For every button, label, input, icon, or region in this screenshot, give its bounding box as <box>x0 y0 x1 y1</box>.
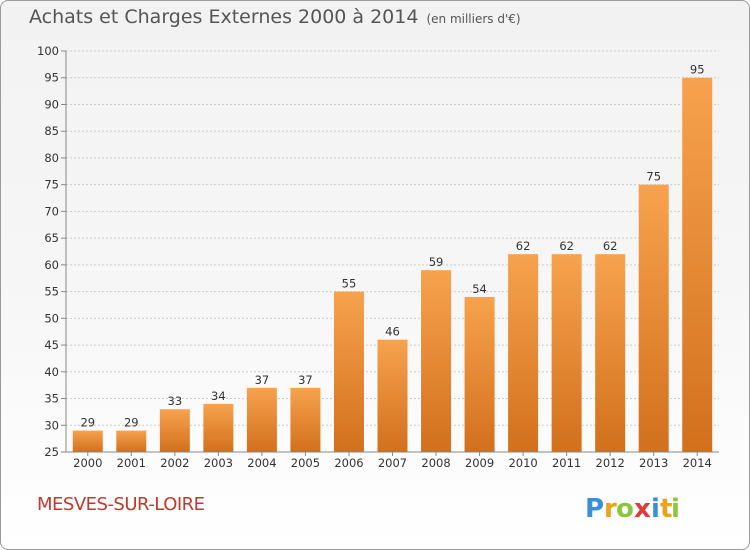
bar-2008 <box>421 270 452 452</box>
bar-2006 <box>333 291 364 452</box>
x-tick-label: 2011 <box>552 456 581 470</box>
proxiti-logo: P r o x i t i <box>585 494 680 524</box>
bar-2007 <box>377 339 408 452</box>
svg-text:o: o <box>616 494 634 524</box>
x-tick-label: 2012 <box>596 456 625 470</box>
data-label-2005: 37 <box>298 373 313 387</box>
svg-text:x: x <box>634 494 651 524</box>
data-label-2006: 55 <box>342 277 357 291</box>
bar-2001 <box>116 430 147 452</box>
svg-text:t: t <box>660 494 672 524</box>
x-tick-label: 2014 <box>683 456 712 470</box>
y-tick-label: 35 <box>44 392 59 406</box>
bar-2004 <box>246 387 277 452</box>
y-tick-label: 45 <box>44 338 59 352</box>
bar-2003 <box>203 403 234 452</box>
x-tick-label: 2010 <box>508 456 537 470</box>
svg-text:P: P <box>585 494 604 524</box>
bar-2011 <box>551 254 582 452</box>
x-tick-label: 2009 <box>465 456 494 470</box>
data-label-2009: 54 <box>472 282 487 296</box>
data-label-2003: 34 <box>211 389 226 403</box>
x-tick-label: 2008 <box>421 456 450 470</box>
y-tick-label: 50 <box>44 311 59 325</box>
data-label-2014: 95 <box>690 63 705 77</box>
y-tick-label: 55 <box>44 285 59 299</box>
bar-2010 <box>508 254 539 452</box>
y-tick-label: 65 <box>44 231 59 245</box>
y-tick-label: 75 <box>44 178 59 192</box>
y-tick-label: 30 <box>44 418 59 432</box>
x-tick-label: 2005 <box>291 456 320 470</box>
bar-2013 <box>638 184 669 452</box>
data-label-2004: 37 <box>255 373 270 387</box>
data-label-2007: 46 <box>385 325 400 339</box>
x-tick-label: 2004 <box>247 456 276 470</box>
data-label-2013: 75 <box>646 170 661 184</box>
y-tick-label: 40 <box>44 365 59 379</box>
data-label-2002: 33 <box>168 394 183 408</box>
y-tick-label: 80 <box>44 151 59 165</box>
bar-2005 <box>290 387 321 452</box>
x-tick-label: 2003 <box>204 456 233 470</box>
data-label-2008: 59 <box>429 255 444 269</box>
y-tick-label: 95 <box>44 71 59 85</box>
y-tick-label: 25 <box>44 445 59 459</box>
data-label-2012: 62 <box>603 239 618 253</box>
bar-2014 <box>682 77 713 452</box>
x-tick-label: 2002 <box>160 456 189 470</box>
svg-text:i: i <box>651 494 660 524</box>
y-tick-label: 100 <box>37 44 59 58</box>
x-tick-label: 2006 <box>334 456 363 470</box>
y-tick-label: 70 <box>44 204 59 218</box>
data-label-2010: 62 <box>516 239 531 253</box>
bar-2002 <box>159 409 190 452</box>
bar-2009 <box>464 296 495 452</box>
chart-title: Achats et Charges Externes 2000 à 2014 <box>29 6 419 28</box>
y-tick-label: 60 <box>44 258 59 272</box>
x-tick-label: 2000 <box>73 456 102 470</box>
title-block: Achats et Charges Externes 2000 à 2014 (e… <box>29 6 521 28</box>
x-tick-label: 2013 <box>639 456 668 470</box>
bar-2000 <box>72 430 103 452</box>
location-name: MESVES-SUR-LOIRE <box>37 494 205 515</box>
chart-subtitle: (en milliers d'€) <box>426 12 521 26</box>
data-label-2011: 62 <box>559 239 574 253</box>
svg-text:r: r <box>604 494 617 524</box>
data-label-2001: 29 <box>124 416 139 430</box>
data-label-2000: 29 <box>80 416 95 430</box>
y-tick-label: 90 <box>44 97 59 111</box>
x-tick-label: 2007 <box>378 456 407 470</box>
x-tick-label: 2001 <box>117 456 146 470</box>
bar-2012 <box>595 254 626 452</box>
y-tick-label: 85 <box>44 124 59 138</box>
svg-text:i: i <box>671 494 680 524</box>
